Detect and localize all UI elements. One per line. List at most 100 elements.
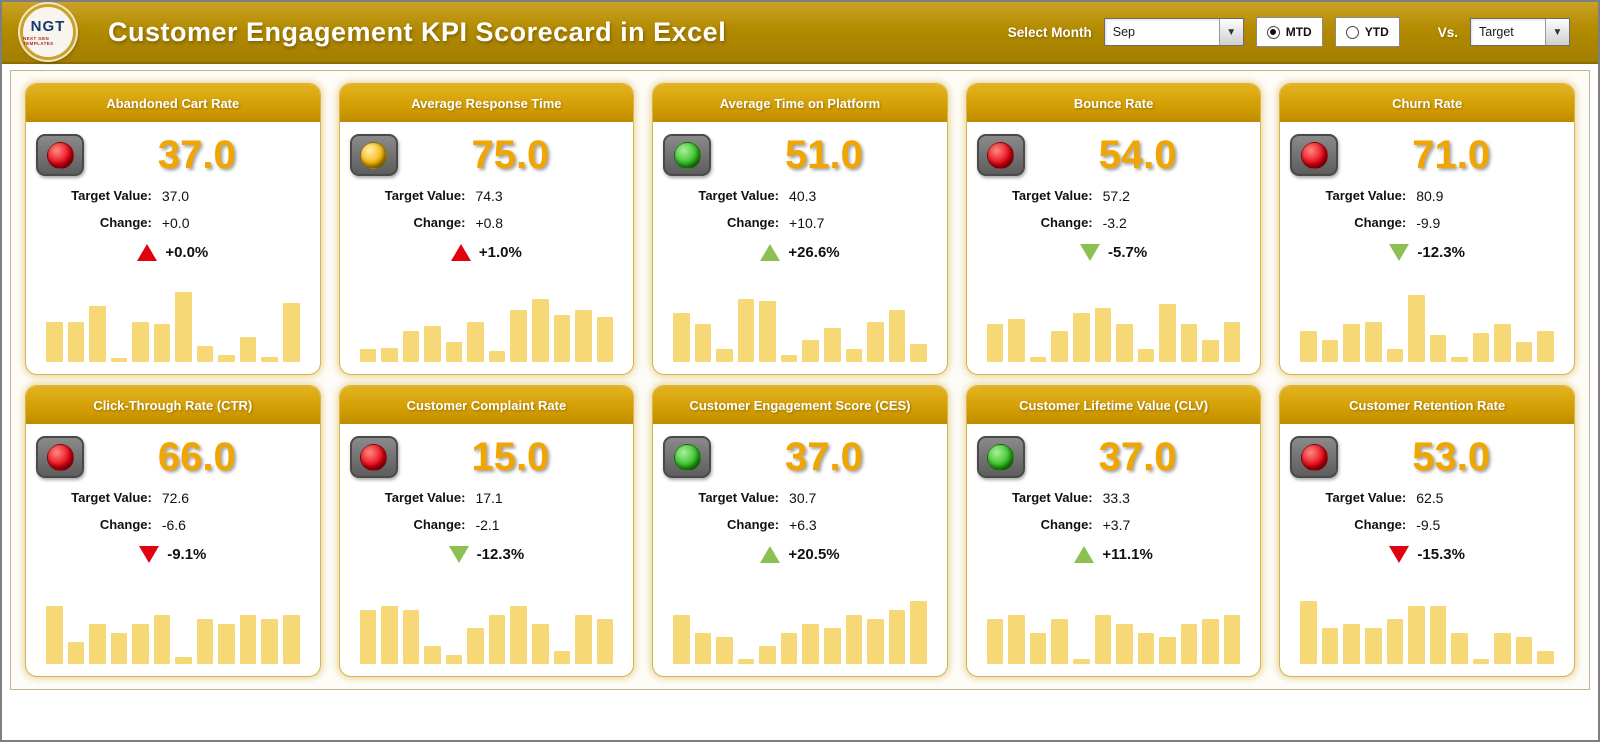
month-dropdown[interactable]: Sep ▼	[1103, 18, 1244, 46]
vs-dropdown[interactable]: Target ▼	[1470, 18, 1570, 46]
kpi-card-body: 51.0 Target Value: 40.3 Change: +10.7 +2…	[653, 124, 947, 374]
target-value-label: Target Value:	[71, 490, 152, 505]
sparkline-bar	[46, 605, 63, 664]
percent-change-value: -15.3%	[1417, 545, 1465, 563]
target-value-row: Target Value: 80.9	[1290, 182, 1564, 209]
change-row: Change: +6.3	[663, 511, 937, 538]
sparkline-bar	[467, 321, 484, 362]
sparkline-bar	[196, 619, 214, 664]
sparkline-chart	[673, 574, 927, 664]
target-value-label: Target Value:	[1325, 188, 1407, 203]
traffic-light-bulb	[360, 141, 388, 169]
trend-arrow-icon	[448, 545, 469, 563]
percent-change-value: -12.3%	[1417, 243, 1465, 261]
traffic-light-bulb	[46, 141, 74, 169]
traffic-light-bulb	[987, 141, 1015, 169]
sparkline-bar	[510, 309, 527, 362]
sparkline-bar	[110, 358, 128, 362]
chevron-down-icon[interactable]: ▼	[1218, 19, 1243, 45]
percent-change-row: -12.3%	[1290, 236, 1564, 268]
select-month-label: Select Month	[1007, 24, 1092, 40]
sparkline-bar	[553, 650, 571, 664]
change-value: +0.0	[161, 214, 190, 231]
sparkline-bar	[1537, 330, 1554, 362]
sparkline-bar	[1051, 619, 1068, 664]
sparkline-bar	[445, 342, 463, 362]
sparkline-bar	[424, 326, 441, 362]
sparkline-bar	[218, 623, 235, 664]
traffic-light-icon	[349, 134, 398, 176]
kpi-card-body: 66.0 Target Value: 72.6 Change: -6.6 -9.…	[26, 426, 320, 676]
sparkline-bar	[175, 656, 192, 664]
percent-change-row: +1.0%	[350, 236, 624, 268]
sparkline-bar	[46, 321, 63, 362]
change-label: Change:	[1040, 215, 1093, 230]
kpi-card-body: 37.0 Target Value: 30.7 Change: +6.3 +20…	[653, 426, 947, 676]
kpi-value: 75.0	[471, 133, 550, 177]
sparkline-bar	[1159, 303, 1176, 362]
sparkline-bar	[359, 349, 377, 362]
sparkline-bar	[1116, 623, 1133, 664]
kpi-card: Customer Retention Rate 53.0 Target Valu…	[1279, 385, 1575, 677]
sparkline-bar	[986, 324, 1004, 362]
target-value-row: Target Value: 57.2	[977, 182, 1251, 209]
sparkline-bar	[531, 299, 549, 362]
kpi-card: Customer Engagement Score (CES) 37.0 Tar…	[652, 385, 948, 677]
sparkline-bar	[780, 354, 798, 362]
percent-change-value: -12.3%	[476, 545, 525, 563]
kpi-card-header: Average Time on Platform	[653, 84, 947, 124]
ngt-logo: NGT NEXT GEN TEMPLATES	[20, 4, 76, 60]
mtd-radio-option[interactable]: MTD	[1255, 17, 1323, 47]
chevron-down-icon[interactable]: ▼	[1545, 19, 1569, 45]
kpi-card-title: Customer Engagement Score (CES)	[689, 397, 911, 413]
sparkline-bar	[824, 327, 841, 362]
sparkline-bar	[1494, 632, 1511, 664]
ytd-radio-icon[interactable]	[1345, 25, 1359, 39]
trend-arrow-icon	[450, 243, 471, 261]
sparkline-bar	[1137, 632, 1155, 664]
sparkline-bar	[261, 356, 279, 362]
traffic-light-icon	[976, 134, 1025, 176]
trend-arrow-icon	[1074, 545, 1095, 563]
sparkline-bar	[132, 623, 149, 664]
trend-arrow-icon	[137, 243, 158, 261]
percent-change-row: -12.3%	[350, 538, 624, 570]
sparkline-bar	[89, 306, 106, 362]
kpi-card-title: Customer Complaint Rate	[406, 397, 567, 413]
sparkline-bar	[153, 324, 171, 362]
kpi-card-body: 75.0 Target Value: 74.3 Change: +0.8 +1.…	[340, 124, 634, 374]
sparkline-chart	[1300, 574, 1554, 664]
trend-arrow-icon	[139, 545, 160, 563]
percent-change-value: +26.6%	[788, 243, 840, 261]
kpi-card: Churn Rate 71.0 Target Value: 80.9 Chang…	[1279, 83, 1575, 375]
sparkline-chart	[986, 272, 1241, 362]
percent-change-row: +0.0%	[36, 236, 310, 268]
target-value-row: Target Value: 74.3	[350, 182, 624, 209]
percent-change-value: +11.1%	[1102, 545, 1153, 563]
sparkline-bar	[867, 619, 884, 664]
percent-change-row: +20.5%	[663, 538, 937, 570]
ytd-radio-option[interactable]: YTD	[1334, 17, 1400, 47]
sparkline-bar	[1180, 324, 1198, 362]
cards-panel: Abandoned Cart Rate 37.0 Target Value: 3…	[10, 70, 1590, 690]
kpi-value: 15.0	[471, 435, 550, 479]
change-row: Change: +0.0	[36, 209, 310, 236]
mtd-radio-icon[interactable]	[1266, 25, 1280, 39]
sparkline-bar	[1202, 619, 1219, 664]
sparkline-bar	[67, 321, 85, 362]
traffic-light-icon	[1290, 436, 1339, 478]
sparkline-bar	[261, 619, 279, 664]
sparkline-bar	[1094, 614, 1112, 664]
sparkline-bar	[1408, 605, 1425, 664]
change-value: +3.7	[1102, 516, 1131, 533]
trend-arrow-icon	[760, 545, 781, 563]
kpi-value: 51.0	[785, 133, 863, 177]
sparkline-bar	[1386, 348, 1404, 362]
kpi-value: 37.0	[157, 133, 236, 177]
sparkline-bar	[1451, 632, 1468, 664]
target-value-label: Target Value:	[71, 188, 152, 203]
kpi-card: Abandoned Cart Rate 37.0 Target Value: 3…	[25, 83, 321, 375]
sparkline-bar	[759, 300, 776, 362]
sparkline-bar	[67, 641, 85, 664]
